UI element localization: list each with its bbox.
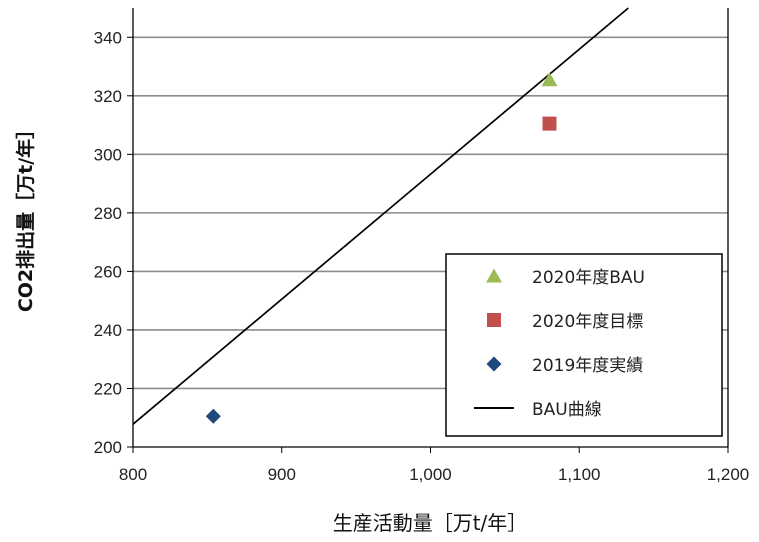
- legend-label-3: BAU曲線: [532, 400, 602, 420]
- grid-lines: [133, 36, 728, 390]
- y-axis-title: CO2排出量［万t/年］: [14, 120, 37, 312]
- y-tick-label-200: 200: [94, 438, 122, 457]
- y-tick-label-300: 300: [94, 145, 122, 164]
- axes: [127, 8, 729, 453]
- series-2-point-0: [205, 408, 221, 424]
- legend-box: [445, 253, 723, 437]
- legend-marker-1: [487, 313, 501, 327]
- y-tick-label-340: 340: [94, 28, 122, 47]
- legend-label-2: 2019年度実績: [532, 356, 643, 376]
- bau-curve-layer: [132, 7, 629, 425]
- x-tick-label-900: 900: [268, 465, 296, 484]
- series-1-point-0: [542, 116, 557, 131]
- series-0-point-0: [541, 72, 558, 87]
- x-tick-label-1100: 1,100: [558, 465, 601, 484]
- y-tick-label-240: 240: [94, 321, 122, 340]
- x-tick-label-1000: 1,000: [409, 465, 452, 484]
- data-points: [205, 72, 558, 424]
- y-tick-label-320: 320: [94, 87, 122, 106]
- legend-label-1: 2020年度目標: [532, 312, 643, 332]
- legend: 2020年度BAU 2020年度目標 2019年度実績 BAU曲線: [445, 253, 723, 437]
- legend-marker-2: [486, 356, 502, 372]
- tick-labels: 200 220 240 260 280 300 320 340 800 900 1,000 1,100…: [94, 28, 750, 484]
- legend-label-0: 2020年度BAU: [532, 268, 645, 288]
- y-tick-label-260: 260: [94, 262, 122, 281]
- y-tick-label-220: 220: [94, 379, 122, 398]
- y-tick-label-280: 280: [94, 204, 122, 223]
- x-axis-title: 生産活動量［万t/年］: [333, 511, 528, 535]
- legend-marker-0: [486, 268, 502, 283]
- x-tick-label-1200: 1,200: [707, 465, 750, 484]
- series-line-3: [132, 7, 629, 425]
- x-tick-label-800: 800: [119, 465, 147, 484]
